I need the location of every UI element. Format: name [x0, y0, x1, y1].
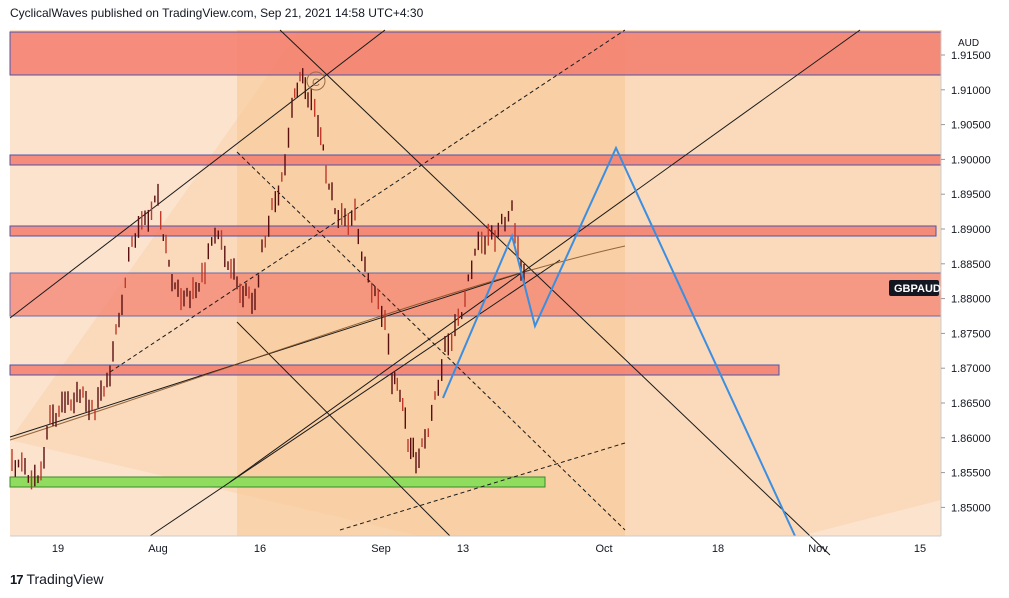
price-axis-ticks: 1.91500 1.91000 1.90500 1.90000 1.89500 1.890…: [941, 50, 991, 514]
price-tick-label: 1.88500: [951, 259, 991, 271]
pattern-circle-marker: [306, 71, 326, 91]
time-tick-label: 18: [712, 543, 724, 555]
price-tick-label: 1.87000: [951, 363, 991, 375]
time-tick-label: Nov: [808, 543, 828, 555]
price-zone-188: [9, 272, 942, 317]
publish-header: CyclicalWaves published on TradingView.c…: [10, 6, 424, 20]
dashed-lines: [109, 29, 626, 531]
tradingview-logo-icon: 17: [10, 571, 24, 587]
pattern-mark-label: C: [312, 77, 320, 89]
tradingview-brand: TradingView: [26, 571, 104, 587]
last-price-badge: [889, 280, 939, 296]
resistance-zone-top: [9, 31, 942, 76]
resistance-zone-1890: [9, 225, 937, 237]
support-zone-green: [9, 476, 546, 488]
time-tick-label: 15: [914, 543, 926, 555]
time-tick-label: Oct: [595, 543, 612, 555]
price-tick-label: 1.91500: [951, 50, 991, 62]
price-tick-label: 1.85500: [951, 468, 991, 480]
price-tick-label: 1.86000: [951, 433, 991, 445]
price-tick-label: 1.85000: [951, 502, 991, 514]
trend-lines: [9, 29, 861, 556]
curved-trend: [9, 245, 626, 441]
tradingview-footer[interactable]: 17 TradingView: [10, 571, 104, 587]
time-axis-ticks: 19 Aug 16 Sep 13 Oct 18 Nov 15: [52, 543, 926, 555]
price-tick-label: 1.88000: [951, 294, 991, 306]
price-tick-label: 1.90000: [951, 154, 991, 166]
price-unit: AUD: [958, 38, 979, 49]
last-price-badge-label: GBPAUD: [894, 283, 941, 295]
time-tick-label: Aug: [148, 543, 168, 555]
price-tick-label: 1.87500: [951, 328, 991, 340]
price-tick-label: 1.91000: [951, 85, 991, 97]
price-tick-label: 1.89000: [951, 224, 991, 236]
resistance-zone-1900: [9, 154, 942, 166]
time-tick-label: 19: [52, 543, 64, 555]
price-tick-label: 1.90500: [951, 120, 991, 132]
time-tick-label: 13: [457, 543, 469, 555]
price-tick-label: 1.86500: [951, 398, 991, 410]
time-tick-label: 16: [254, 543, 266, 555]
price-tick-label: 1.89500: [951, 189, 991, 201]
time-tick-label: Sep: [371, 543, 391, 555]
projection-wave: [442, 145, 796, 537]
candles: [11, 68, 525, 490]
